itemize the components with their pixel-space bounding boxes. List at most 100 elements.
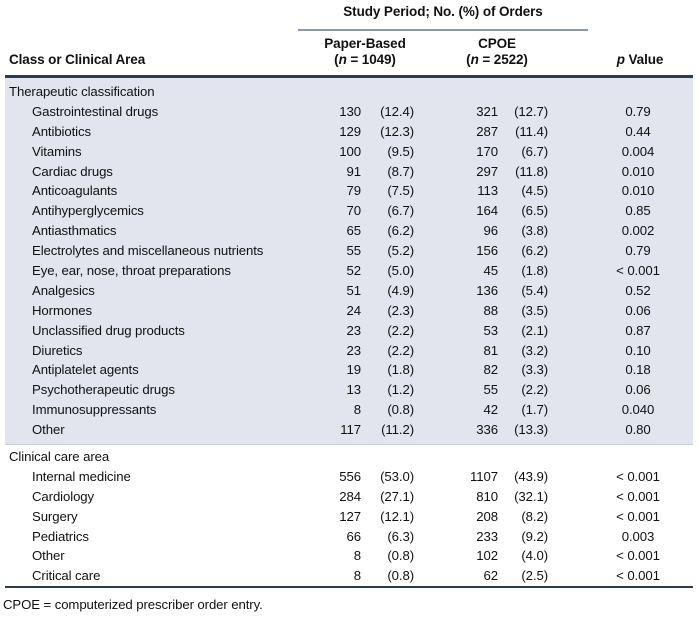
row-label: Antihyperglycemics	[32, 203, 144, 219]
paper-pct: (1.8)	[387, 362, 414, 378]
study-period-span-header: Study Period; No. (%) of Orders	[343, 4, 543, 19]
table-row: Vitamins 100 (9.5) 170 (6.7) 0.004	[5, 142, 693, 162]
paper-count: 51	[346, 282, 362, 298]
cpoe-count: 297	[476, 163, 498, 179]
paper-count: 127	[339, 508, 361, 524]
row-label: Other	[32, 422, 65, 438]
paper-count: 23	[346, 342, 362, 358]
paper-pct: (8.7)	[387, 163, 414, 179]
table-row: Pediatrics 66 (6.3) 233 (9.2) 0.003	[5, 527, 693, 547]
paper-count: 66	[346, 528, 362, 544]
row-label: Diuretics	[32, 342, 83, 358]
cpoe-count: 1107	[470, 468, 498, 484]
table-row: Internal medicine 556 (53.0) 1107 (43.9)…	[5, 467, 693, 487]
paper-pct: (1.2)	[387, 382, 414, 398]
row-label: Cardiac drugs	[32, 163, 113, 179]
cpoe-count: 287	[476, 123, 498, 139]
p-value: 0.80	[625, 422, 651, 438]
row-label: Psychotherapeutic drugs	[32, 382, 175, 398]
row-label: Immunosuppressants	[32, 402, 157, 418]
p-value: 0.004	[621, 143, 655, 159]
cpoe-label: CPOE	[478, 36, 516, 51]
p-value: 0.010	[621, 183, 655, 199]
cpoe-count: 164	[476, 203, 498, 219]
p-value: 0.85	[625, 203, 651, 219]
p-value: 0.06	[625, 302, 651, 318]
paper-count: 24	[346, 302, 362, 318]
cpoe-pct: (12.7)	[514, 103, 548, 119]
paper-pct: (2.3)	[387, 302, 414, 318]
table-row: Antibiotics 129 (12.3) 287 (11.4) 0.44	[5, 122, 693, 142]
table-row: Eye, ear, nose, throat preparations 52 (…	[5, 261, 693, 281]
table-section: Clinical care area Internal medicine 556…	[5, 445, 693, 590]
paper-pct: (5.2)	[387, 243, 414, 259]
paper-pct: (5.0)	[387, 263, 414, 279]
row-label: Gastrointestinal drugs	[32, 103, 159, 119]
table-row: Analgesics 51 (4.9) 136 (5.4) 0.52	[5, 281, 693, 301]
paper-pct: (0.8)	[387, 548, 414, 564]
paper-pct: (0.8)	[387, 568, 414, 584]
p-value: < 0.001	[616, 488, 660, 504]
row-label: Anticoagulants	[32, 183, 118, 199]
p-value-column-header: p Value	[616, 52, 664, 67]
cpoe-pct: (2.1)	[521, 322, 548, 338]
row-label: Antiasthmatics	[32, 223, 117, 239]
cpoe-pct: (8.2)	[521, 508, 548, 524]
cpoe-pct: (3.5)	[521, 302, 548, 318]
row-label: Hormones	[32, 302, 93, 318]
paper-count: 19	[346, 362, 362, 378]
paper-count: 556	[339, 468, 361, 484]
cpoe-pct: (3.2)	[521, 342, 548, 358]
cpoe-column-header: CPOE (n = 2522)	[439, 36, 555, 67]
table-row: Immunosuppressants 8 (0.8) 42 (1.7) 0.04…	[5, 400, 693, 420]
cpoe-count: 233	[476, 528, 498, 544]
p-value: 0.10	[625, 342, 651, 358]
row-label: Surgery	[32, 508, 78, 524]
cpoe-count: 170	[476, 143, 498, 159]
paper-count: 8	[353, 548, 361, 564]
cpoe-pct: (32.1)	[514, 488, 548, 504]
table-row: Critical care 8 (0.8) 62 (2.5) < 0.001	[5, 566, 693, 586]
table-row: Cardiology 284 (27.1) 810 (32.1) < 0.001	[5, 487, 693, 507]
cpoe-count: 336	[476, 422, 498, 438]
paper-count: 79	[346, 183, 362, 199]
cpoe-pct: (6.7)	[521, 143, 548, 159]
paper-pct: (6.3)	[387, 528, 414, 544]
table-row: Surgery 127 (12.1) 208 (8.2) < 0.001	[5, 507, 693, 527]
cpoe-count: 81	[483, 342, 499, 358]
paper-count: 8	[353, 402, 361, 418]
paper-count: 117	[340, 422, 361, 438]
row-label: Vitamins	[32, 143, 82, 159]
table-row: Electrolytes and miscellaneous nutrients…	[5, 241, 693, 261]
paper-count: 70	[346, 203, 362, 219]
table-row: Other 117 (11.2) 336 (13.3) 0.80	[5, 420, 693, 440]
paper-count: 65	[346, 223, 362, 239]
n-italic: n	[470, 51, 479, 67]
cpoe-count: 136	[476, 282, 498, 298]
row-header-label: Class or Clinical Area	[9, 52, 146, 67]
p-value: < 0.001	[616, 568, 660, 584]
table-row: Psychotherapeutic drugs 13 (1.2) 55 (2.2…	[5, 380, 693, 400]
table-row: Antiplatelet agents 19 (1.8) 82 (3.3) 0.…	[5, 360, 693, 380]
paper-pct: (6.7)	[387, 203, 414, 219]
paper-count: 284	[339, 488, 361, 504]
cpoe-count: 208	[476, 508, 498, 524]
table-section: Therapeutic classification Gastrointesti…	[5, 78, 693, 446]
cpoe-pct: (3.3)	[521, 362, 548, 378]
p-value: 0.79	[625, 103, 651, 119]
table-body: Therapeutic classification Gastrointesti…	[5, 78, 693, 590]
table-row: Hormones 24 (2.3) 88 (3.5) 0.06	[5, 301, 693, 321]
paper-count: 52	[346, 263, 362, 279]
paper-pct: (0.8)	[387, 402, 414, 418]
paper-count: 129	[339, 123, 361, 139]
p-value: 0.06	[625, 382, 651, 398]
section-title: Clinical care area	[9, 449, 110, 465]
p-value: 0.52	[625, 282, 651, 298]
row-label: Antibiotics	[32, 123, 92, 139]
row-label: Other	[32, 548, 65, 564]
table-bottom-rule	[5, 586, 693, 588]
p-value: 0.040	[621, 402, 655, 418]
row-label: Analgesics	[32, 282, 95, 298]
paper-count: 8	[353, 568, 361, 584]
